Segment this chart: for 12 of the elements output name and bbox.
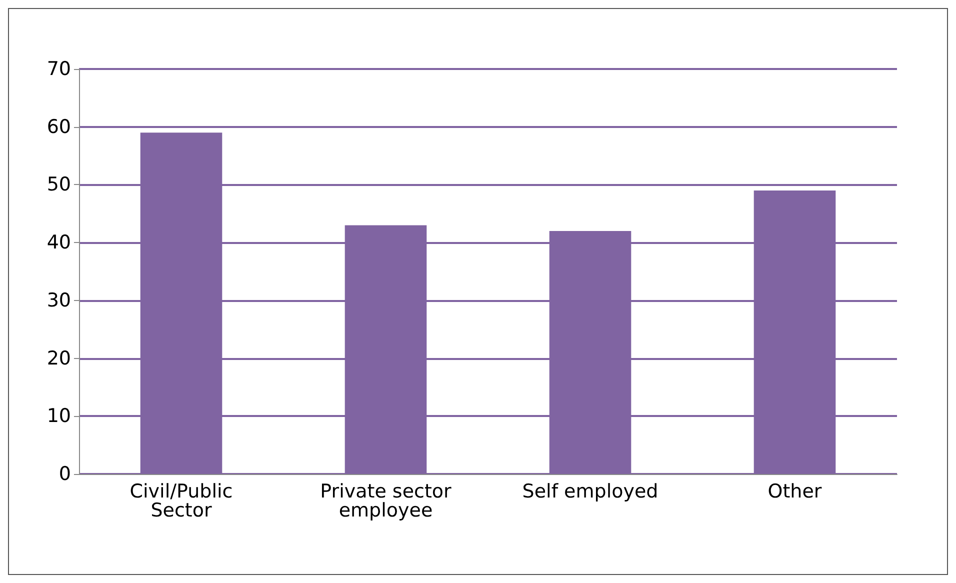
y-tick-label: 30: [46, 289, 71, 312]
x-tick-label: Other: [768, 480, 822, 502]
x-tick-label: Self employed: [522, 480, 658, 502]
x-tick-label: Private sector employee: [320, 480, 452, 522]
y-tick-label: 20: [46, 347, 71, 370]
y-tick-label: 60: [46, 116, 71, 138]
y-tick-label: 40: [46, 232, 71, 254]
x-tick-label: Civil/Public Sector: [130, 480, 233, 522]
y-tick-label: 50: [46, 174, 71, 196]
y-tick-label: 0: [58, 463, 71, 485]
y-tick-label: 70: [46, 58, 71, 80]
y-tick-label: 10: [46, 405, 71, 428]
